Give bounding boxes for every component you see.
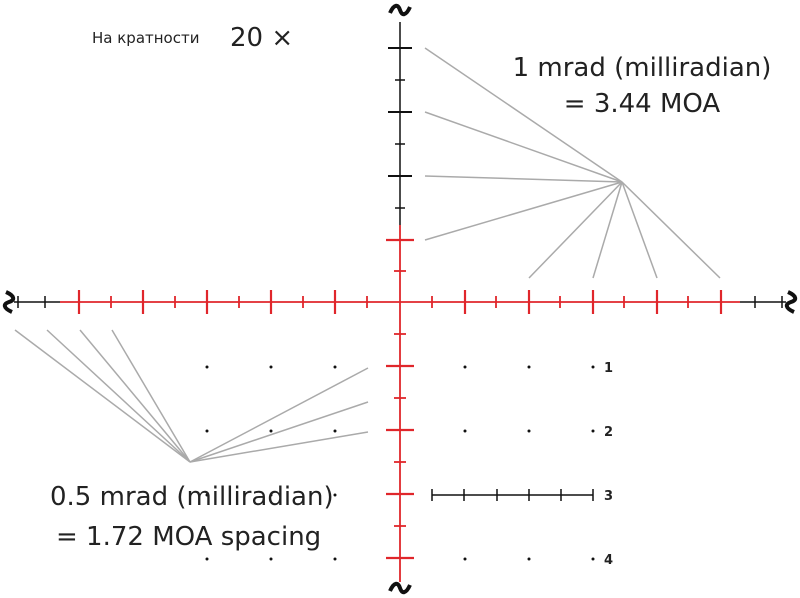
row-label: 1 (604, 361, 613, 376)
dot (333, 429, 337, 433)
dot (591, 557, 595, 561)
callout-text: 0.5 mrad (milliradian) (50, 482, 334, 512)
end-mark (784, 290, 798, 314)
leader-line (111, 329, 191, 463)
leader-line (621, 181, 721, 279)
dot (591, 429, 595, 433)
leader-line (79, 329, 191, 463)
row-label: 4 (604, 553, 613, 568)
callout-text: = 3.44 MOA (564, 89, 721, 119)
end-mark (388, 3, 412, 17)
dot (205, 365, 209, 369)
dot (269, 557, 273, 561)
leader-line (189, 367, 369, 463)
leader-line (424, 47, 623, 183)
leader-line (14, 329, 191, 463)
dot (333, 557, 337, 561)
leader-line (424, 111, 623, 183)
dot (333, 365, 337, 369)
row-label: 2 (604, 425, 613, 440)
dot (205, 429, 209, 433)
dot (333, 493, 337, 497)
dot (205, 557, 209, 561)
leader-line (528, 181, 623, 279)
leader-line (621, 181, 658, 279)
dot (591, 365, 595, 369)
magnification-label: На кратности (92, 29, 199, 47)
dot (527, 557, 531, 561)
magnification-value: 20 × (230, 23, 293, 53)
leader-line (424, 181, 623, 241)
end-mark (388, 581, 412, 595)
dot (205, 493, 209, 497)
dot (527, 429, 531, 433)
leader-line (46, 329, 191, 463)
callout-text: = 1.72 MOA spacing (56, 522, 321, 552)
leader-line (592, 181, 623, 279)
leader-line (189, 431, 369, 463)
dot (527, 365, 531, 369)
end-mark (2, 290, 16, 314)
dot (269, 493, 273, 497)
dot (463, 429, 467, 433)
row-label: 3 (604, 489, 613, 504)
dot (463, 365, 467, 369)
dot (463, 557, 467, 561)
dot (269, 365, 273, 369)
callout-text: 1 mrad (milliradian) (513, 53, 772, 83)
leader-line (189, 401, 369, 463)
leader-line (424, 175, 623, 183)
dot (269, 429, 273, 433)
